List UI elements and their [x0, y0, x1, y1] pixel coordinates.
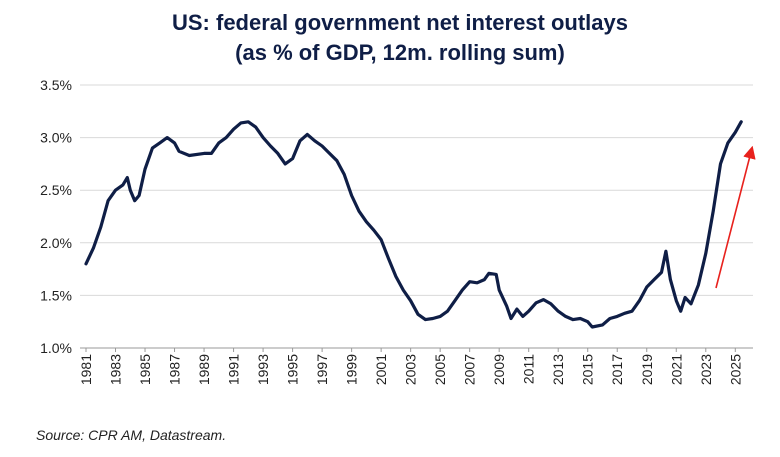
- x-tick-label: 2025: [727, 354, 743, 385]
- x-tick-label: 1995: [285, 354, 301, 385]
- x-tick-label: 2019: [639, 354, 655, 385]
- x-tick-label: 2007: [462, 354, 478, 385]
- x-tick-label: 2017: [609, 354, 625, 385]
- x-tick-label: 2005: [432, 354, 448, 385]
- x-tick-label: 1991: [226, 354, 242, 385]
- x-tick-label: 1997: [314, 354, 330, 385]
- y-tick-label: 2.0%: [40, 235, 72, 251]
- x-tick-label: 1987: [167, 354, 183, 385]
- y-tick-label: 3.5%: [40, 77, 72, 93]
- x-tick-label: 2001: [373, 354, 389, 385]
- plot-area: 1.0% 1.5% 2.0% 2.5% 3.0% 3.5% 1981 1983 1985 1987…: [40, 77, 753, 385]
- x-tick-label: 1999: [344, 354, 360, 385]
- x-tick-label: 2015: [580, 354, 596, 385]
- chart-subtitle: (as % of GDP, 12m. rolling sum): [235, 40, 565, 65]
- x-tick-label: 2021: [668, 354, 684, 385]
- x-tick-label: 1993: [255, 354, 271, 385]
- x-tick-label: 1983: [108, 354, 124, 385]
- x-tick-label: 1989: [196, 354, 212, 385]
- chart-title: US: federal government net interest outl…: [172, 10, 628, 35]
- source-note: Source: CPR AM, Datastream.: [36, 427, 226, 443]
- x-tick-label: 1985: [137, 354, 153, 385]
- x-tick-label: 2009: [491, 354, 507, 385]
- x-tick-label: 1981: [78, 354, 94, 385]
- x-tick-label: 2011: [521, 354, 537, 384]
- trend-arrow: [715, 145, 756, 289]
- x-tick-label: 2023: [698, 354, 714, 385]
- y-tick-label: 2.5%: [40, 182, 72, 198]
- data-line: [84, 120, 743, 329]
- x-tick-label: 2013: [550, 354, 566, 385]
- y-tick-label: 1.5%: [40, 287, 72, 303]
- y-tick-label: 1.0%: [40, 340, 72, 356]
- x-tick-label: 2003: [403, 354, 419, 385]
- y-tick-label: 3.0%: [40, 130, 72, 146]
